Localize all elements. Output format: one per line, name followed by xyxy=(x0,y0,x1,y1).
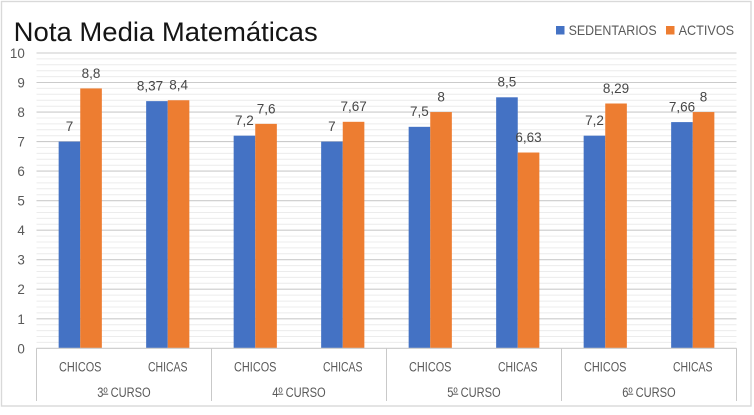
svg-text:CHICAS: CHICAS xyxy=(498,359,538,374)
svg-text:7: 7 xyxy=(328,119,336,134)
svg-text:CHICAS: CHICAS xyxy=(323,359,363,374)
svg-text:4: 4 xyxy=(17,223,25,238)
svg-text:CHICOS: CHICOS xyxy=(409,359,451,374)
svg-text:5º CURSO: 5º CURSO xyxy=(447,385,500,400)
svg-text:8,8: 8,8 xyxy=(82,66,101,81)
svg-text:7,67: 7,67 xyxy=(340,99,366,114)
svg-text:3º CURSO: 3º CURSO xyxy=(97,385,150,400)
svg-text:Nota Media Matemáticas: Nota Media Matemáticas xyxy=(14,17,318,47)
svg-text:8: 8 xyxy=(700,90,708,105)
svg-text:CHICOS: CHICOS xyxy=(234,359,276,374)
svg-text:6,63: 6,63 xyxy=(515,130,541,145)
svg-text:0: 0 xyxy=(17,341,24,356)
svg-text:8,5: 8,5 xyxy=(498,75,517,90)
svg-text:7,6: 7,6 xyxy=(257,101,276,116)
svg-text:2: 2 xyxy=(17,282,24,297)
svg-text:1: 1 xyxy=(17,312,24,327)
svg-text:ACTIVOS: ACTIVOS xyxy=(679,23,735,38)
svg-text:8,37: 8,37 xyxy=(137,79,163,94)
svg-text:CHICAS: CHICAS xyxy=(673,359,713,374)
svg-text:7,2: 7,2 xyxy=(585,113,604,128)
svg-text:8: 8 xyxy=(437,90,445,105)
svg-text:7,2: 7,2 xyxy=(235,113,254,128)
svg-text:7: 7 xyxy=(17,135,24,150)
svg-text:6º CURSO: 6º CURSO xyxy=(622,385,675,400)
svg-text:CHICOS: CHICOS xyxy=(584,359,626,374)
svg-text:SEDENTARIOS: SEDENTARIOS xyxy=(569,23,657,38)
svg-text:8,4: 8,4 xyxy=(169,78,188,93)
svg-text:10: 10 xyxy=(10,46,25,61)
svg-text:9: 9 xyxy=(17,76,24,91)
svg-text:8,29: 8,29 xyxy=(603,81,629,96)
svg-text:7: 7 xyxy=(66,119,74,134)
svg-text:3: 3 xyxy=(17,253,24,268)
svg-text:7,66: 7,66 xyxy=(669,100,695,115)
svg-text:CHICAS: CHICAS xyxy=(148,359,188,374)
svg-text:7,5: 7,5 xyxy=(410,104,429,119)
svg-text:8: 8 xyxy=(17,105,24,120)
svg-text:5: 5 xyxy=(17,194,24,209)
svg-text:4º CURSO: 4º CURSO xyxy=(272,385,325,400)
svg-text:CHICOS: CHICOS xyxy=(59,359,101,374)
svg-text:6: 6 xyxy=(17,164,24,179)
